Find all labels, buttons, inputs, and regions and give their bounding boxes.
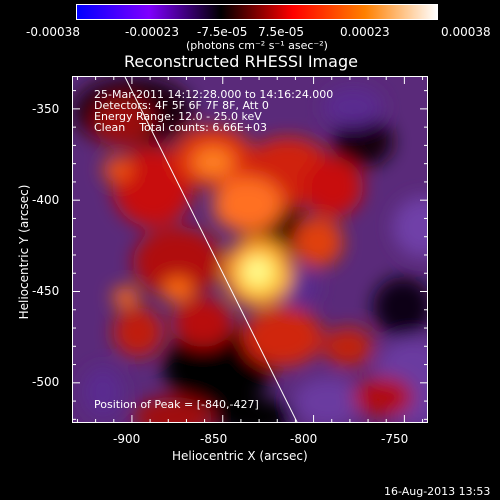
peak-position-label: Position of Peak = [-840,-427] xyxy=(94,398,259,411)
heatmap-region xyxy=(243,307,323,367)
energy-range-info: Energy Range: 12.0 - 25.0 keV xyxy=(94,110,262,123)
heatmap-region xyxy=(293,217,343,267)
heatmap-region xyxy=(213,397,293,422)
heatmap-region xyxy=(293,377,363,422)
heatmap-region xyxy=(333,117,393,167)
y-tick-label: -450 xyxy=(32,284,60,298)
heatmap-region xyxy=(93,97,153,147)
heatmap-region xyxy=(323,87,383,127)
timestamp-footer: 16-Aug-2013 13:53 xyxy=(384,485,491,498)
heatmap-region xyxy=(113,147,193,227)
x-tick-label: -900 xyxy=(113,432,141,446)
heatmap-region xyxy=(173,297,233,347)
heatmap-region xyxy=(323,327,373,367)
colorbar-unit-label: (photons cm⁻² s⁻¹ asec⁻²) xyxy=(186,39,328,52)
colorbar-ticks: -0.00038 -0.00023 -7.5e-05 7.5e-05 0.000… xyxy=(0,20,500,40)
heatmap-region xyxy=(303,157,363,217)
heatmap-region xyxy=(393,197,427,257)
heatmap-region xyxy=(103,157,133,182)
heatmap-region xyxy=(83,367,123,417)
y-axis-label: Heliocentric Y (arcsec) xyxy=(17,184,31,320)
chart-title: Reconstructed RHESSI Image xyxy=(124,52,358,71)
clean-counts-info: Clean Total counts: 6.66E+03 xyxy=(94,121,268,134)
heatmap-region xyxy=(243,257,271,285)
obs-time: 25-Mar-2011 14:12:28.000 to 14:16:24.000 xyxy=(94,88,334,101)
colorbar-tick-label: -0.00038 xyxy=(26,25,80,39)
heatmap-region xyxy=(193,147,233,177)
y-tick-label: -400 xyxy=(32,193,60,207)
x-axis-label: Heliocentric X (arcsec) xyxy=(172,449,308,463)
heatmap-region xyxy=(163,277,193,302)
x-tick-label: -800 xyxy=(290,432,318,446)
x-tick-label: -850 xyxy=(200,432,228,446)
plot-area: 25-Mar-2011 14:12:28.000 to 14:16:24.000… xyxy=(72,76,428,423)
colorbar-tick-label: 7.5e-05 xyxy=(258,25,305,39)
colorbar-tick-label: 0.00038 xyxy=(441,25,491,39)
colorbar-tick-label: -0.00023 xyxy=(125,25,179,39)
solar-limb-line xyxy=(124,77,298,422)
x-tick-label: -750 xyxy=(381,432,409,446)
y-tick-label: -350 xyxy=(32,102,60,116)
y-tick-label: -500 xyxy=(32,375,60,389)
colorbar-tick-label: -7.5e-05 xyxy=(197,25,248,39)
heatmap-region xyxy=(133,227,223,297)
heatmap-image xyxy=(73,77,427,422)
heatmap-region xyxy=(113,307,163,357)
colorbar-tick-label: 0.00023 xyxy=(340,25,390,39)
heatmap-region xyxy=(373,277,427,337)
detectors-info: Detectors: 4F 5F 6F 7F 8F, Att 0 xyxy=(94,99,269,112)
heatmap-region xyxy=(133,397,213,422)
heatmap-region xyxy=(113,287,138,307)
heatmap-region xyxy=(353,377,413,417)
colorbar xyxy=(76,4,438,20)
heatmap-region xyxy=(213,177,283,232)
